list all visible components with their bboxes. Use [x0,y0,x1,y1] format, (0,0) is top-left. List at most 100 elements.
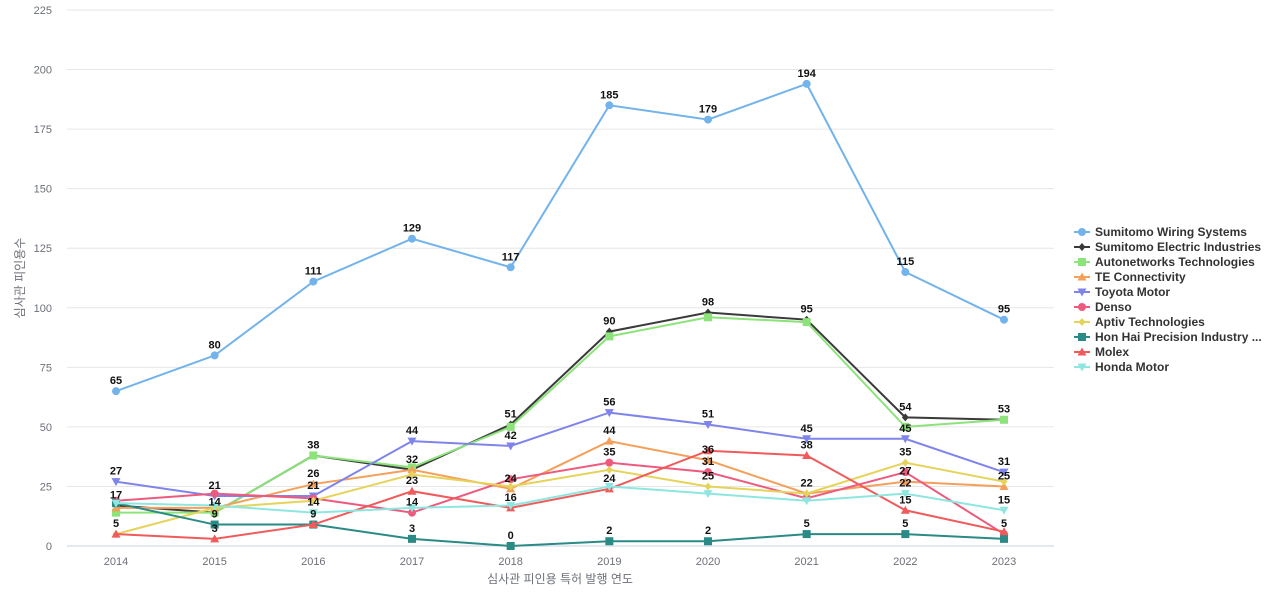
data-point[interactable] [1078,242,1086,251]
data-point[interactable] [309,451,318,460]
data-point[interactable] [999,481,1009,490]
data-point[interactable] [210,520,219,529]
data-point[interactable] [901,422,910,431]
data-point[interactable] [1000,534,1008,543]
legend-item[interactable]: Denso [1074,299,1262,314]
legend-item[interactable]: Aptiv Technologies [1074,314,1262,329]
data-label: 35 [899,447,911,459]
data-point[interactable] [901,268,910,277]
data-point[interactable] [901,530,910,539]
data-point[interactable] [900,435,910,444]
data-point[interactable] [309,277,318,286]
data-point[interactable] [605,458,614,467]
legend-item[interactable]: Autonetworks Technologies [1074,254,1262,269]
data-point[interactable] [1077,288,1087,296]
data-point[interactable] [703,490,713,499]
data-point[interactable] [999,506,1009,515]
data-point[interactable] [506,542,515,550]
legend-item[interactable]: TE Connectivity [1074,269,1262,284]
data-point[interactable] [802,318,811,327]
data-point[interactable] [605,101,614,110]
data-point[interactable] [407,486,417,495]
data-point[interactable] [408,470,416,479]
legend-item[interactable]: Toyota Motor [1074,284,1262,299]
data-point[interactable] [1077,272,1087,280]
data-point[interactable] [407,465,417,474]
data-point[interactable] [1078,302,1086,311]
data-point[interactable] [506,442,516,451]
data-point[interactable] [802,79,811,88]
data-point[interactable] [604,436,614,445]
data-point[interactable] [507,482,515,491]
data-point[interactable] [901,413,909,422]
data-point[interactable] [408,534,416,543]
data-point[interactable] [703,421,713,430]
data-label: 42 [505,430,517,442]
data-point[interactable] [900,477,910,486]
data-point[interactable] [407,437,417,446]
legend-item[interactable]: Sumitomo Electric Industries [1074,239,1262,254]
data-point[interactable] [1078,317,1086,326]
data-point[interactable] [506,475,515,484]
data-point[interactable] [408,508,416,517]
data-point[interactable] [1000,315,1008,324]
data-point[interactable] [210,502,220,511]
data-point[interactable] [704,313,712,322]
data-point[interactable] [802,530,811,539]
data-point[interactable] [900,505,910,514]
data-point[interactable] [1077,347,1087,355]
legend-item[interactable]: Sumitomo Wiring Systems [1074,224,1262,239]
data-point[interactable] [1077,363,1087,371]
data-point[interactable] [112,387,120,396]
data-point[interactable] [210,351,219,360]
data-point[interactable] [703,455,713,464]
data-point[interactable] [407,504,417,513]
data-point[interactable] [703,446,713,455]
legend-label: Denso [1095,299,1132,314]
data-point[interactable] [111,529,121,538]
data-point[interactable] [210,489,219,498]
data-point[interactable] [901,468,910,477]
data-point[interactable] [408,234,416,243]
data-point[interactable] [308,520,318,529]
data-point[interactable] [1000,415,1008,424]
data-point[interactable] [506,422,515,431]
data-point[interactable] [999,468,1009,477]
data-point[interactable] [802,497,812,506]
data-point[interactable] [309,496,317,505]
data-point[interactable] [605,465,613,474]
data-point[interactable] [308,509,318,518]
data-label: 5 [1001,518,1007,530]
data-point[interactable] [1078,332,1086,341]
data-point[interactable] [210,508,219,517]
data-point[interactable] [704,468,712,477]
data-point[interactable] [111,499,121,508]
data-label: 5 [902,518,908,530]
data-point[interactable] [506,502,516,511]
data-point[interactable] [999,527,1009,536]
data-point[interactable] [704,482,712,491]
data-point[interactable] [1078,227,1086,236]
data-point[interactable] [1078,257,1086,266]
data-point[interactable] [803,489,811,498]
legend-item[interactable]: Hon Hai Precision Industry ... [1074,329,1262,344]
data-point[interactable] [210,534,220,543]
data-point[interactable] [506,263,515,272]
data-point[interactable] [605,332,614,341]
data-point[interactable] [802,450,812,459]
data-point[interactable] [900,490,910,499]
data-point[interactable] [604,482,614,491]
data-point[interactable] [704,537,712,546]
legend-label: Autonetworks Technologies [1095,254,1255,269]
data-point[interactable] [802,435,812,444]
data-point[interactable] [111,478,121,487]
data-point[interactable] [604,409,614,418]
data-point[interactable] [704,115,712,124]
legend-item[interactable]: Honda Motor [1074,359,1262,374]
data-point[interactable] [308,479,318,488]
data-point[interactable] [605,537,614,546]
legend-item[interactable]: Molex [1074,344,1262,359]
data-point[interactable] [901,458,909,467]
data-point[interactable] [1000,477,1008,486]
data-point[interactable] [112,508,120,517]
